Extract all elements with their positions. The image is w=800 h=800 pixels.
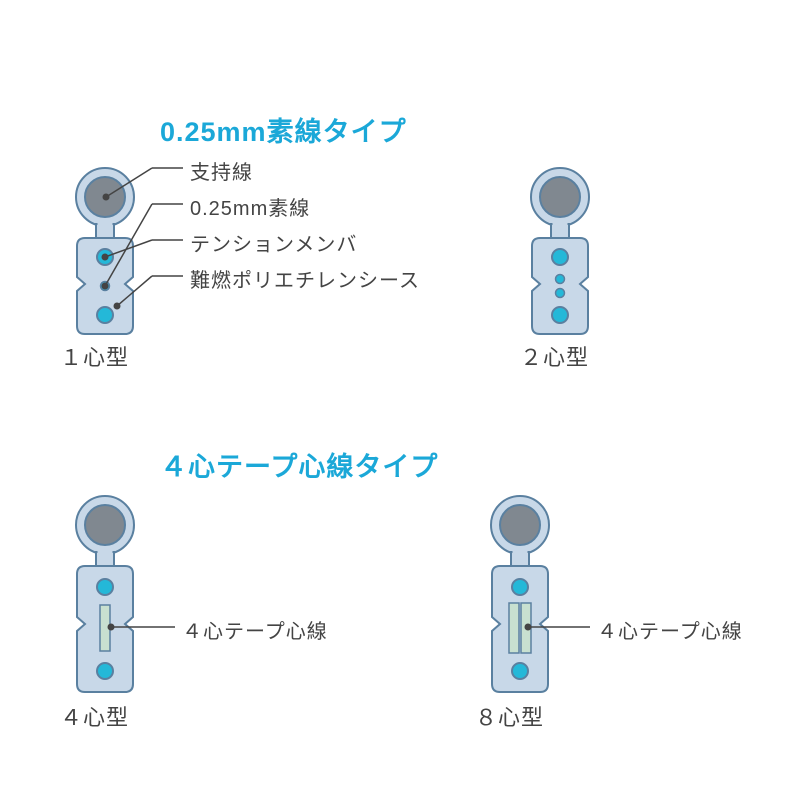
caption-8core: ８心型 — [475, 700, 544, 732]
leaders-8core — [0, 0, 800, 800]
label-tape4-right: ４心テープ心線 — [597, 615, 743, 644]
